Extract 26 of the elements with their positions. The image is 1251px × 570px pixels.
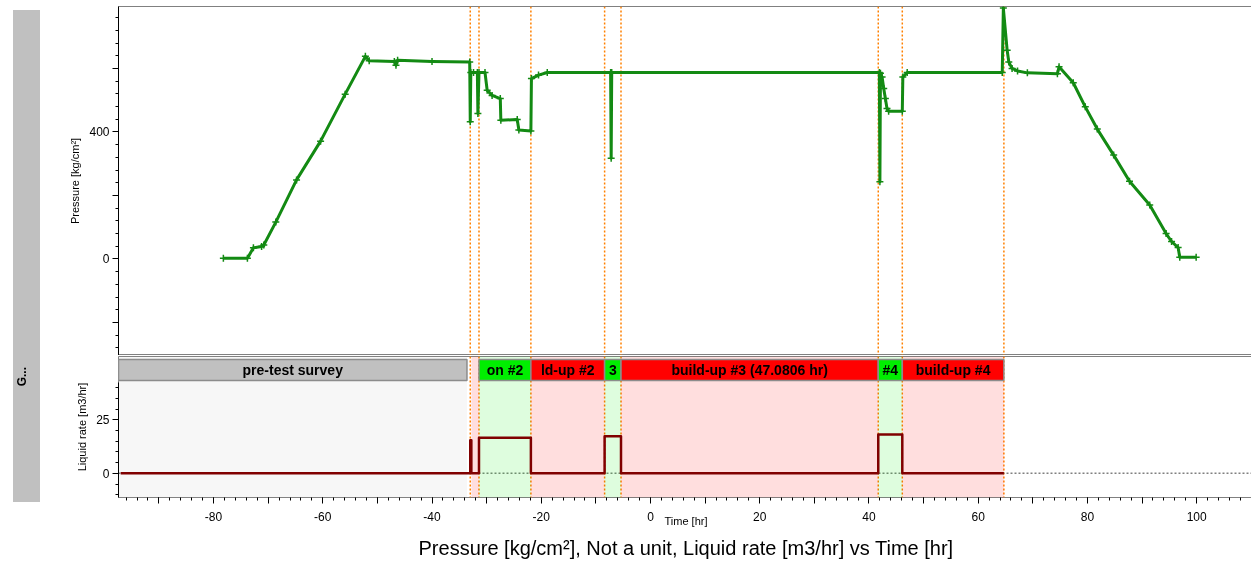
band-label: pre-test survey xyxy=(242,362,344,378)
x-axis-title: Time [hr] xyxy=(664,514,708,527)
y-tick-label: 0 xyxy=(102,466,110,481)
x-tick-label: 40 xyxy=(862,509,876,524)
band-label: 3 xyxy=(608,362,617,378)
y-tick-label: 25 xyxy=(96,413,110,428)
y-tick-label: 400 xyxy=(89,125,110,140)
band-label: #4 xyxy=(882,362,899,378)
text: G... xyxy=(14,367,30,387)
x-tick-label: 20 xyxy=(753,509,767,524)
band-label: build-up #4 xyxy=(915,362,991,378)
x-tick-label: 80 xyxy=(1080,509,1095,524)
y-tick-label: 0 xyxy=(102,252,110,267)
x-tick-label: 0 xyxy=(647,509,655,524)
x-tick-label: -80 xyxy=(204,509,223,524)
x-tick-label: -60 xyxy=(314,509,332,524)
band-label: build-up #3 (47.0806 hr) xyxy=(671,362,828,378)
x-tick-label: -20 xyxy=(532,509,551,524)
y-axis-title: Liquid rate [m3/hr] xyxy=(76,382,89,472)
x-tick-label: -40 xyxy=(423,509,442,524)
x-tick-label: 60 xyxy=(971,509,986,524)
band-label: on #2 xyxy=(486,362,524,378)
y-axis-title: Pressure [kg/cm²] xyxy=(69,137,82,225)
band-label: ld-up #2 xyxy=(540,362,595,378)
text: Pressure [kg/cm²], Not a unit, Liquid rate [m3/hr] vs Time [hr] xyxy=(418,536,954,559)
x-tick-label: 100 xyxy=(1186,509,1208,524)
